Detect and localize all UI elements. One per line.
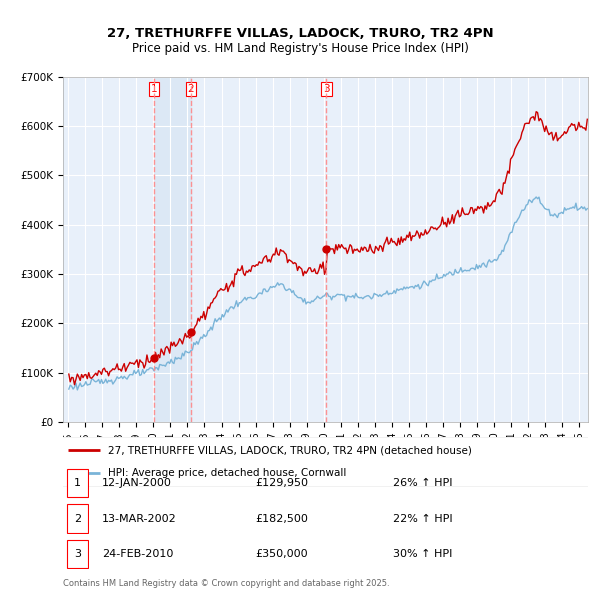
Text: 27, TRETHURFFE VILLAS, LADOCK, TRURO, TR2 4PN: 27, TRETHURFFE VILLAS, LADOCK, TRURO, TR… xyxy=(107,27,493,40)
FancyBboxPatch shape xyxy=(67,469,88,497)
Text: £129,950: £129,950 xyxy=(255,478,308,488)
Text: 3: 3 xyxy=(323,84,329,94)
FancyBboxPatch shape xyxy=(58,436,593,487)
FancyBboxPatch shape xyxy=(67,540,88,568)
Text: Price paid vs. HM Land Registry's House Price Index (HPI): Price paid vs. HM Land Registry's House … xyxy=(131,42,469,55)
Text: 13-MAR-2002: 13-MAR-2002 xyxy=(102,514,177,523)
FancyBboxPatch shape xyxy=(67,504,88,533)
Text: 3: 3 xyxy=(74,549,81,559)
Text: £182,500: £182,500 xyxy=(255,514,308,523)
Text: £350,000: £350,000 xyxy=(255,549,308,559)
Text: HPI: Average price, detached house, Cornwall: HPI: Average price, detached house, Corn… xyxy=(107,468,346,478)
Text: 1: 1 xyxy=(74,478,81,488)
Text: Contains HM Land Registry data © Crown copyright and database right 2025.
This d: Contains HM Land Registry data © Crown c… xyxy=(63,579,389,590)
Text: 2: 2 xyxy=(188,84,194,94)
Text: 27, TRETHURFFE VILLAS, LADOCK, TRURO, TR2 4PN (detached house): 27, TRETHURFFE VILLAS, LADOCK, TRURO, TR… xyxy=(107,445,472,455)
Text: 12-JAN-2000: 12-JAN-2000 xyxy=(102,478,172,488)
Text: 1: 1 xyxy=(151,84,157,94)
Text: 24-FEB-2010: 24-FEB-2010 xyxy=(102,549,173,559)
Text: 2: 2 xyxy=(74,514,81,523)
Text: 26% ↑ HPI: 26% ↑ HPI xyxy=(393,478,452,488)
Bar xyxy=(154,77,191,422)
Text: 22% ↑ HPI: 22% ↑ HPI xyxy=(393,514,452,523)
Text: 30% ↑ HPI: 30% ↑ HPI xyxy=(393,549,452,559)
